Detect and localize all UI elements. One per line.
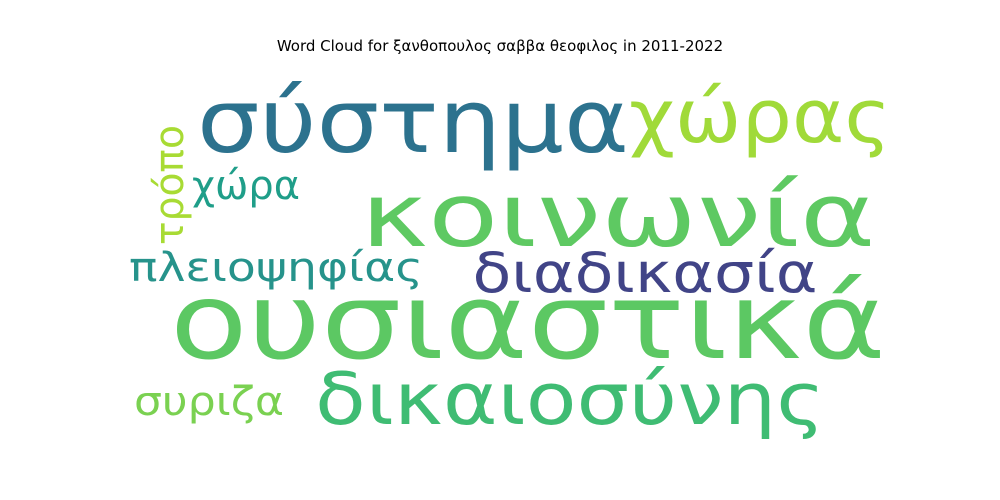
word-1: ουσιαστικά xyxy=(170,261,886,383)
chart-title: Word Cloud for ξανθοπουλος σαββα θεοφιλο… xyxy=(276,37,724,55)
word-5: χώρας xyxy=(629,74,891,160)
word-7: πλειοψηφίας xyxy=(129,245,423,291)
word-9: χώρα xyxy=(192,163,300,209)
word-10: τρόπο xyxy=(147,125,193,245)
word-6: διαδικασία xyxy=(473,241,818,305)
word-4: δικαιοσύνης xyxy=(315,357,825,441)
word-8: συριζα xyxy=(134,379,284,425)
word-3: σύστημα xyxy=(197,70,629,173)
word-2: κοινωνία xyxy=(361,164,876,267)
